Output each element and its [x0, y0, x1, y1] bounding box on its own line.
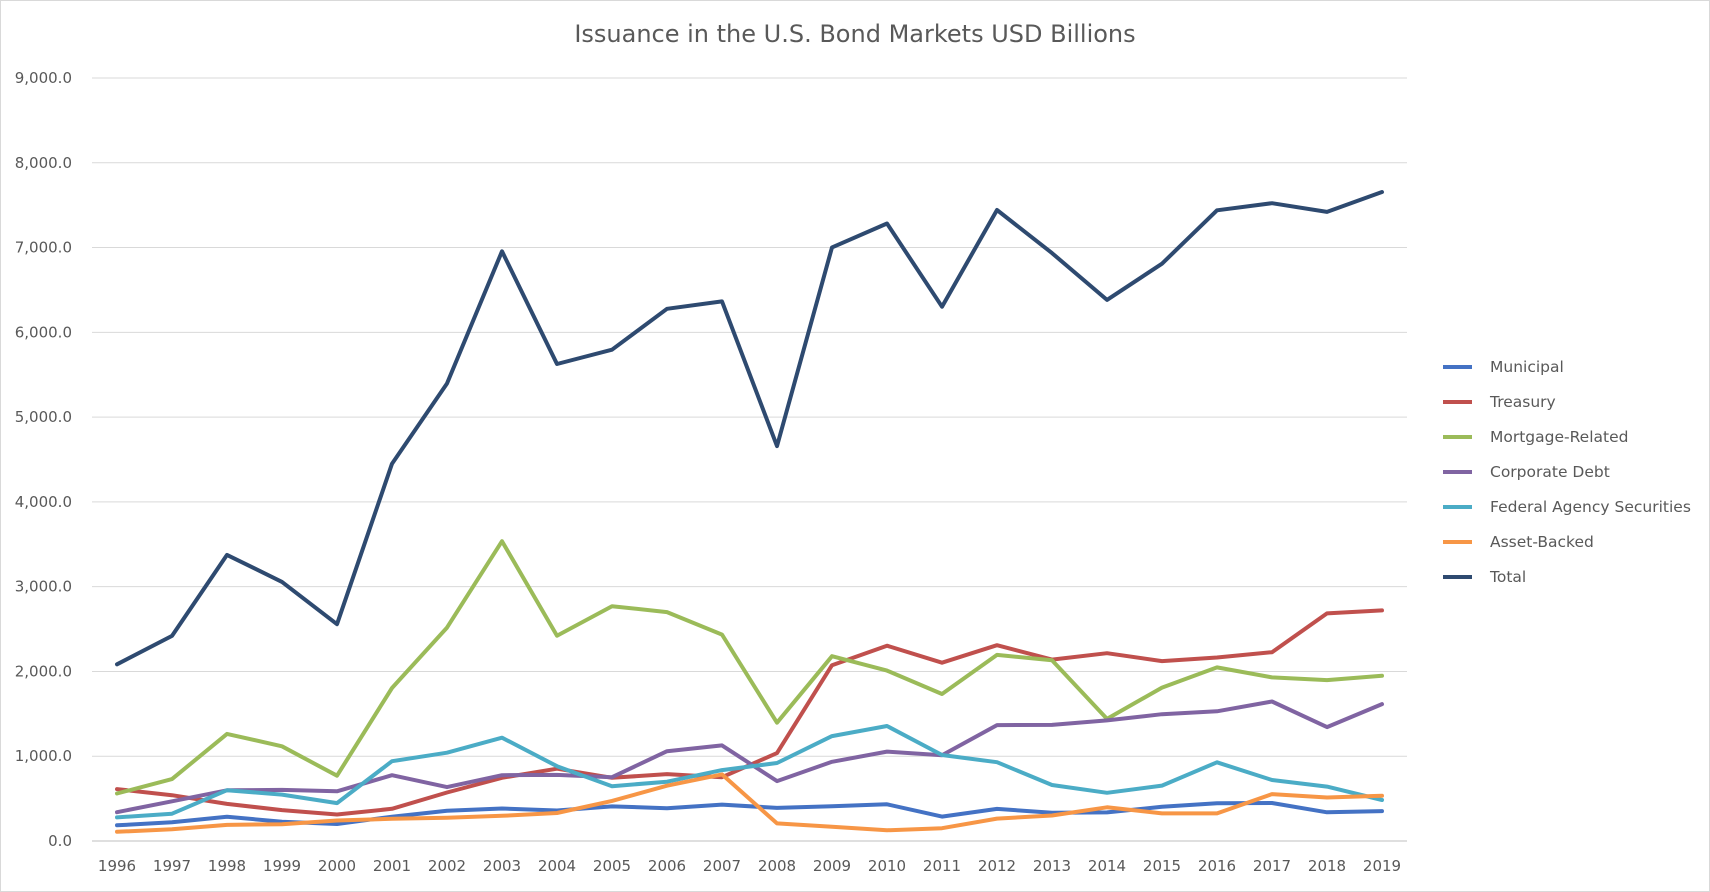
y-tick-label: 7,000.0: [15, 239, 72, 257]
y-tick-label: 6,000.0: [15, 323, 72, 341]
x-tick-label: 2015: [1143, 857, 1181, 875]
y-tick-label: 0.0: [48, 832, 72, 850]
legend-label: Corporate Debt: [1490, 463, 1610, 481]
y-tick-label: 4,000.0: [15, 493, 72, 511]
x-tick-label: 2008: [758, 857, 796, 875]
x-tick-label: 2016: [1198, 857, 1236, 875]
legend-label: Treasury: [1489, 393, 1556, 411]
x-tick-label: 2019: [1363, 857, 1401, 875]
y-tick-label: 8,000.0: [15, 154, 72, 172]
series-line-total: [115, 190, 1384, 667]
x-tick-label: 2004: [538, 857, 576, 875]
axes: 0.0 1,000.0 2,000.0 3,000.0 4,000.0 5,000.0 6,…: [15, 69, 1401, 875]
x-tick-label: 2012: [978, 857, 1016, 875]
x-tick-label: 2006: [648, 857, 686, 875]
x-tick-label: 1996: [98, 857, 136, 875]
x-tick-label: 2003: [483, 857, 521, 875]
x-tick-label: 2002: [428, 857, 466, 875]
x-tick-label: 2000: [318, 857, 356, 875]
x-tick-label: 2013: [1033, 857, 1071, 875]
x-tick-label: 2010: [868, 857, 906, 875]
x-tick-label: 2017: [1253, 857, 1291, 875]
legend: Municipal Treasury Mortgage-Related Corpora…: [1443, 358, 1691, 586]
x-tick-label: 1997: [153, 857, 191, 875]
y-tick-label: 9,000.0: [15, 69, 72, 87]
x-tick-label: 1998: [208, 857, 246, 875]
series-line-municipal: [115, 801, 1384, 828]
x-tick-label: 1999: [263, 857, 301, 875]
chart-title: Issuance in the U.S. Bond Markets USD Bi…: [574, 20, 1136, 48]
y-tick-label: 1,000.0: [15, 747, 72, 765]
legend-label: Mortgage-Related: [1490, 428, 1628, 446]
x-tick-label: 2005: [593, 857, 631, 875]
legend-label: Federal Agency Securities: [1490, 498, 1691, 516]
x-tick-label: 2011: [923, 857, 961, 875]
x-tick-label: 2007: [703, 857, 741, 875]
x-tick-label: 2018: [1308, 857, 1346, 875]
series-line-mortgage-related: [115, 539, 1384, 796]
series-line-corporate-debt: [115, 699, 1384, 815]
x-tick-label: 2001: [373, 857, 411, 875]
legend-label: Municipal: [1490, 358, 1564, 376]
legend-label: Asset-Backed: [1490, 533, 1594, 551]
series-line-federal-agency-securities: [115, 724, 1384, 820]
legend-label: Total: [1489, 568, 1526, 586]
x-tick-label: 2014: [1088, 857, 1126, 875]
y-tick-label: 3,000.0: [15, 578, 72, 596]
y-tick-label: 5,000.0: [15, 408, 72, 426]
series-line-asset-backed: [115, 772, 1384, 834]
gridlines: [92, 77, 1407, 842]
y-tick-label: 2,000.0: [15, 662, 72, 680]
series-lines: [115, 190, 1384, 834]
x-tick-label: 2009: [813, 857, 851, 875]
